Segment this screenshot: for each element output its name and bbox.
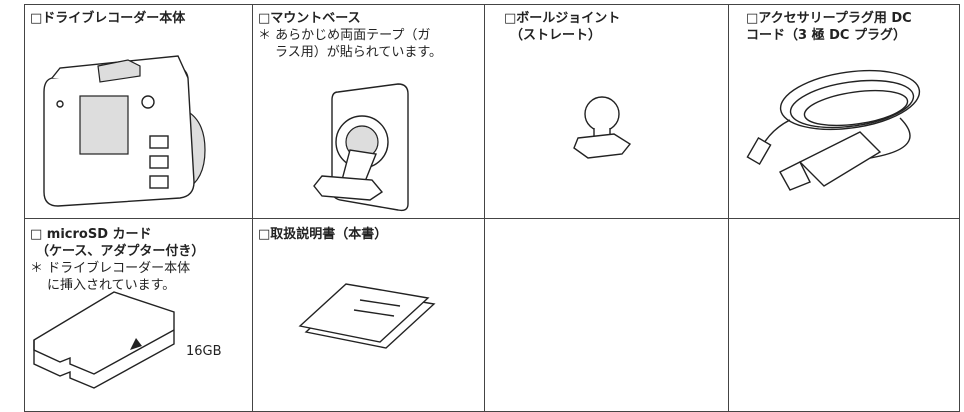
- item-cell: □ microSD カード （ケース、アダプター付き） ＊ ドライブレコーダー本体に…: [30, 226, 204, 294]
- item-title: （ストレート）: [510, 28, 602, 43]
- item-title: □ドライブレコーダー本体: [30, 11, 186, 26]
- item-title: □ microSD カード: [30, 227, 152, 242]
- item-note: に挿入されています。: [47, 278, 176, 293]
- item-title: コード（3 極 DC プラグ）: [746, 28, 906, 43]
- dashcam-drawing: [43, 55, 206, 207]
- mount-base-drawing: [313, 83, 409, 212]
- item-cell: □ボールジョイント （ストレート）: [504, 10, 620, 44]
- item-cell: □マウントベース ＊ あらかじめ両面テープ（ガラス用）が貼られています。: [258, 10, 442, 61]
- item-cell: □アクセサリープラグ用 DC コード（3 極 DC プラグ）: [746, 10, 912, 44]
- item-note: ＊ あらかじめ両面テープ（ガ: [258, 28, 431, 43]
- dc-cord-drawing: [746, 69, 921, 191]
- item-title: □取扱説明書（本書）: [258, 227, 388, 242]
- manual-drawing: [298, 283, 436, 349]
- item-cell: □取扱説明書（本書）: [258, 226, 387, 243]
- ball-joint-drawing: [573, 96, 632, 159]
- item-title: □マウントベース: [258, 11, 361, 26]
- item-note: ＊ ドライブレコーダー本体: [30, 261, 191, 276]
- item-title: （ケース、アダプター付き）: [36, 244, 205, 259]
- microsd-drawing: [33, 291, 175, 389]
- item-cell: □ドライブレコーダー本体: [30, 10, 185, 27]
- item-title: □ボールジョイント: [504, 11, 621, 26]
- item-note: ラス用）が貼られています。: [275, 45, 443, 60]
- capacity-label: 16GB: [186, 344, 222, 359]
- item-title: □アクセサリープラグ用 DC: [746, 11, 912, 26]
